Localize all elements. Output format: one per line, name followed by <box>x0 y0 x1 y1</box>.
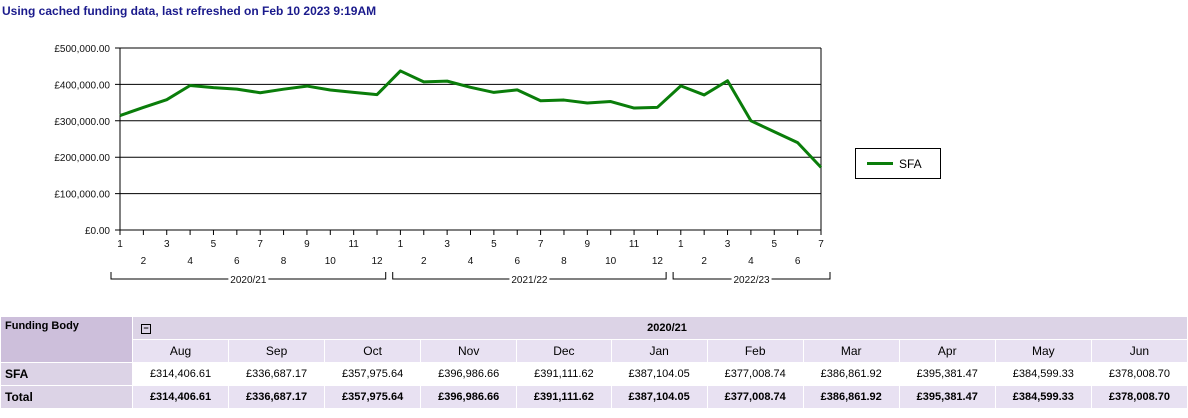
series-line-sfa <box>119 69 823 169</box>
sfa-value-cell: £384,599.33 <box>994 362 1092 386</box>
month-header[interactable]: May <box>994 339 1092 363</box>
total-cell: £396,986.66 <box>420 385 518 409</box>
month-header[interactable]: Nov <box>420 339 518 363</box>
total-cell: £391,111.62 <box>516 385 612 409</box>
y-tick-label: £100,000.00 <box>54 190 110 201</box>
x-tick-label: 2 <box>421 256 427 267</box>
sfa-value-cell: £377,008.74 <box>706 362 804 386</box>
month-header[interactable]: Dec <box>516 339 612 363</box>
x-tick-label: 3 <box>725 239 731 250</box>
sfa-value-cell: £357,975.64 <box>324 362 422 386</box>
sfa-value-cell: £378,008.70 <box>1090 362 1188 386</box>
x-tick-label: 4 <box>468 256 474 267</box>
group-label: 2020/21 <box>230 275 267 286</box>
funding-line-chart: £0.00 £100,000.00 £200,000.00 £300,000.00 £4… <box>54 44 831 286</box>
sfa-value-cell: £396,986.66 <box>420 362 518 386</box>
x-tick-label: 3 <box>164 239 170 250</box>
collapse-toggle-icon[interactable]: − <box>141 324 151 334</box>
group-label-bg <box>228 273 269 285</box>
x-tick-label: 5 <box>491 239 497 250</box>
row-label-sfa: SFA <box>0 362 133 386</box>
x-tick-label: 6 <box>514 256 520 267</box>
x-tick-label: 8 <box>561 256 567 267</box>
total-cell: £314,406.61 <box>131 385 230 409</box>
y-tick-label: £200,000.00 <box>54 153 110 164</box>
x-tick-label: 11 <box>348 239 359 250</box>
total-cell: £357,975.64 <box>324 385 422 409</box>
month-header[interactable]: Jun <box>1090 339 1188 363</box>
total-cell: £378,008.70 <box>1090 385 1188 409</box>
x-tick-label: 11 <box>629 239 640 250</box>
x-tick-label: 5 <box>211 239 217 250</box>
sfa-value-cell: £386,861.92 <box>802 362 900 386</box>
x-tick-label: 9 <box>304 239 310 250</box>
sfa-value-cell: £387,104.05 <box>610 362 708 386</box>
month-header[interactable]: Sep <box>228 339 326 363</box>
x-tick-label: 2 <box>701 256 707 267</box>
month-header[interactable]: Apr <box>898 339 996 363</box>
x-tick-label: 2 <box>141 256 147 267</box>
group-label: 2021/22 <box>511 275 548 286</box>
sfa-value-cell: £395,381.47 <box>898 362 996 386</box>
x-tick-label: 6 <box>795 256 801 267</box>
month-header[interactable]: Feb <box>706 339 804 363</box>
total-cell: £387,104.05 <box>610 385 708 409</box>
month-header[interactable]: Oct <box>324 339 422 363</box>
y-tick-label: £500,000.00 <box>54 44 110 55</box>
total-cell: £377,008.74 <box>706 385 804 409</box>
year-label: 2020/21 <box>647 322 687 334</box>
cache-status-message: Using cached funding data, last refreshe… <box>2 4 377 18</box>
x-tick-label: 12 <box>371 256 383 267</box>
x-tick-label: 8 <box>281 256 287 267</box>
sfa-value-cell: £391,111.62 <box>516 362 612 386</box>
total-cell: £386,861.92 <box>802 385 900 409</box>
x-tick-label: 12 <box>652 256 664 267</box>
month-header[interactable]: Jan <box>610 339 708 363</box>
month-header[interactable]: Aug <box>131 339 230 363</box>
x-tick-label: 10 <box>605 256 617 267</box>
year-header: − 2020/21 <box>132 316 1188 340</box>
sfa-value-cell: £314,406.61 <box>131 362 230 386</box>
y-tick-label: £0.00 <box>85 226 110 237</box>
y-tick-label: £400,000.00 <box>54 80 110 91</box>
x-tick-label: 4 <box>748 256 754 267</box>
row-label-total: Total <box>0 385 133 409</box>
x-tick-label: 4 <box>187 256 193 267</box>
sfa-value-cell: £336,687.17 <box>228 362 326 386</box>
legend-label-sfa: SFA <box>899 156 922 171</box>
chart-legend: SFA <box>855 148 941 179</box>
x-tick-label: 1 <box>398 239 404 250</box>
x-tick-label: 10 <box>325 256 337 267</box>
funding-body-header[interactable]: Funding Body <box>0 316 133 363</box>
x-tick-label: 6 <box>234 256 240 267</box>
funding-table: Funding Body − 2020/21 Aug Sep Oct Nov Dec Ja… <box>0 316 1188 409</box>
y-tick-label: £300,000.00 <box>54 117 110 128</box>
group-label: 2022/23 <box>733 275 770 286</box>
total-cell: £395,381.47 <box>898 385 996 409</box>
x-tick-label: 7 <box>538 239 544 250</box>
x-tick-label: 7 <box>257 239 263 250</box>
month-header[interactable]: Mar <box>802 339 900 363</box>
x-tick-label: 1 <box>117 239 123 250</box>
total-cell: £384,599.33 <box>994 385 1092 409</box>
x-tick-label: 1 <box>678 239 684 250</box>
group-label-bg <box>731 273 772 285</box>
group-label-bg <box>509 273 550 285</box>
total-cell: £336,687.17 <box>228 385 326 409</box>
x-tick-label: 3 <box>444 239 450 250</box>
x-tick-label: 5 <box>771 239 777 250</box>
legend-swatch-sfa <box>867 162 893 165</box>
x-tick-label: 9 <box>585 239 591 250</box>
x-tick-label: 7 <box>818 239 824 250</box>
